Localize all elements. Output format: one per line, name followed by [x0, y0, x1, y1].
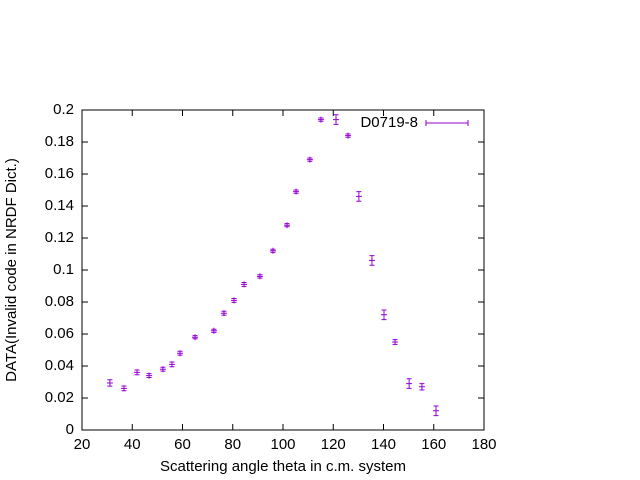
y-tick-label: 0.12 — [45, 229, 74, 246]
x-tick-label: 160 — [421, 436, 446, 453]
data-point — [176, 350, 183, 357]
x-axis-label: Scattering angle theta in c.m. system — [160, 458, 406, 475]
data-point — [256, 273, 263, 280]
data-point — [433, 405, 440, 417]
data-point — [241, 281, 248, 288]
data-point — [392, 339, 399, 345]
x-tick-label: 100 — [270, 436, 295, 453]
y-tick-label: 0.2 — [53, 101, 74, 118]
x-tick-label: 140 — [371, 436, 396, 453]
data-point — [220, 310, 227, 317]
x-tick-label: 60 — [174, 436, 191, 453]
data-point — [269, 247, 276, 254]
data-point — [345, 132, 352, 139]
data-point — [418, 383, 425, 391]
y-tick-label: 0.14 — [45, 197, 74, 214]
data-point — [333, 114, 340, 125]
y-tick-label: 0.04 — [45, 357, 74, 374]
data-point — [381, 309, 388, 321]
data-point — [134, 369, 141, 376]
data-point — [284, 222, 291, 229]
data-point — [231, 297, 238, 304]
y-tick-label: 0.06 — [45, 325, 74, 342]
x-tick-label: 180 — [471, 436, 496, 453]
data-point — [210, 327, 217, 334]
y-tick-label: 0.16 — [45, 165, 74, 182]
y-tick-label: 0.08 — [45, 293, 74, 310]
data-point — [355, 191, 362, 202]
data-point — [168, 361, 175, 368]
y-axis-label: DATA(Invalid code in NRDF Dict.) — [3, 158, 20, 382]
y-tick-label: 0 — [66, 421, 74, 438]
data-point — [406, 378, 413, 389]
data-point — [293, 188, 300, 195]
y-tick-label: 0.02 — [45, 389, 74, 406]
data-point — [192, 334, 199, 341]
x-tick-label: 20 — [74, 436, 91, 453]
data-point — [120, 385, 127, 392]
data-point — [317, 116, 324, 123]
legend-sample — [425, 120, 469, 126]
y-tick-label: 0.1 — [53, 261, 74, 278]
legend-label: D0719-8 — [360, 114, 418, 131]
data-point — [159, 366, 166, 373]
y-tick-label: 0.18 — [45, 133, 74, 150]
plot-frame — [81, 109, 485, 431]
x-tick-label: 40 — [124, 436, 141, 453]
data-point — [368, 255, 375, 266]
x-tick-label: 120 — [321, 436, 346, 453]
data-point — [106, 379, 113, 387]
data-point — [146, 372, 153, 379]
data-point — [306, 156, 313, 163]
x-tick-label: 80 — [224, 436, 241, 453]
